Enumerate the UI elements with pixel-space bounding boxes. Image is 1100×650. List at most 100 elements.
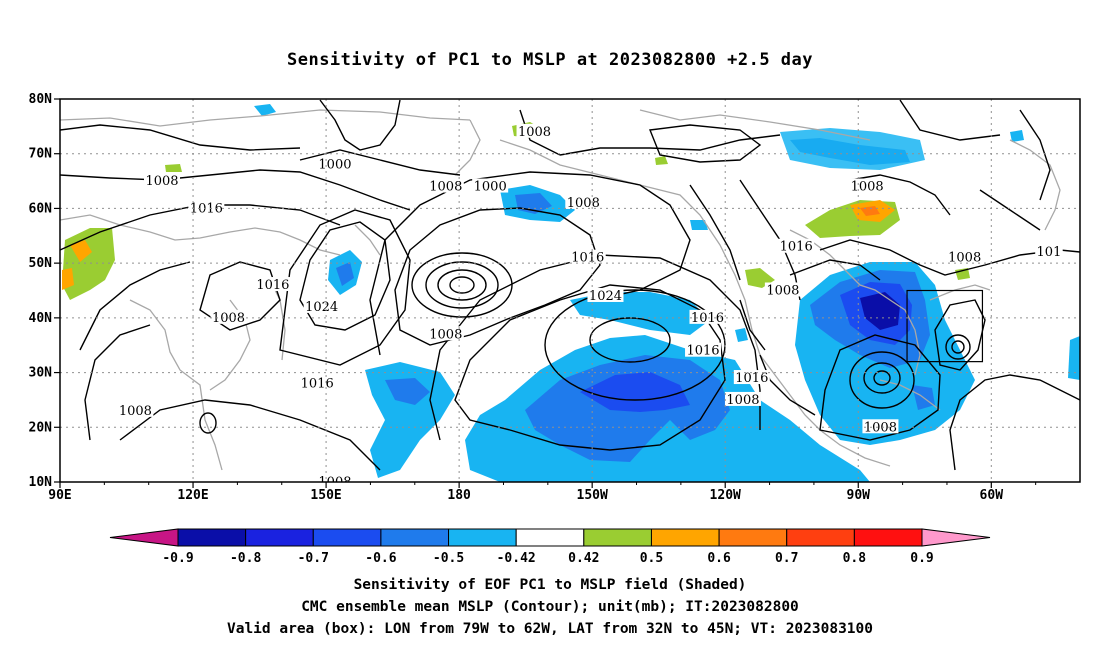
lat-tick-label: 40N [29, 311, 53, 326]
colorbar: -0.9 -0.8 -0.7 -0.6 -0.5 -0.42 0.42 0.5 0.6 0.7 0.… [109, 528, 991, 566]
lon-tick-label: 90E [48, 488, 71, 503]
contour-label-bg [587, 287, 624, 302]
contour-label-bg [144, 173, 180, 188]
contour-label-bg [565, 194, 602, 209]
contour-label: 1016 [301, 377, 334, 392]
colorbar-high-triangle [921, 528, 991, 547]
shade-arctic-light [780, 128, 925, 170]
lat-tick-label: 10N [29, 475, 53, 490]
shade-small-4 [735, 328, 748, 342]
colorbar-segment [786, 528, 855, 547]
contour-label: 1008 [429, 180, 462, 195]
contour-label: 1016 [256, 278, 289, 293]
contour-label-bg [254, 277, 291, 292]
lon-tick-label: 150E [310, 488, 341, 503]
chart-title: Sensitivity of PC1 to MSLP at 2023082800… [286, 50, 813, 70]
shade-pos-siberia [165, 164, 182, 172]
shade-atlantic-darkest [860, 292, 900, 330]
colorbar-segment [177, 528, 247, 547]
lat-tick-label: 60N [29, 201, 53, 216]
contour-label-bg [862, 419, 899, 434]
colorbar-label: -0.5 [433, 551, 464, 566]
contour-label-bg [210, 309, 247, 324]
contour-label-bg [188, 200, 225, 215]
contour-label: 1008 [518, 125, 551, 140]
shade-pacific-dark [580, 372, 690, 412]
colorbar-segment [718, 528, 788, 547]
lon-tick-label: 150W [577, 488, 608, 503]
colorbar-label: -0.7 [298, 551, 329, 566]
colorbar-segment [312, 528, 382, 547]
lat-tick-label: 30N [29, 366, 53, 381]
caption-line-2: CMC ensemble mean MSLP (Contour); unit(m… [301, 599, 799, 615]
contour-label-bg [299, 375, 336, 390]
shade-pos-asia [62, 228, 115, 300]
lat-tick-label: 20N [29, 420, 53, 435]
contour-label: 1016 [691, 311, 724, 326]
caption-line-3: Valid area (box): LON from 79W to 62W, L… [226, 621, 873, 637]
contour-label: 1008 [318, 475, 351, 490]
contour-label-bg [1035, 244, 1063, 259]
shade-small-3 [1068, 336, 1080, 380]
colorbar-label: 0.8 [843, 551, 867, 566]
contour-label: 1000 [318, 158, 351, 173]
contour-label: 1008 [429, 327, 462, 342]
contour-label: 1000 [474, 180, 507, 195]
contour-label: 1008 [864, 420, 897, 435]
colorbar-segment [515, 528, 585, 547]
contour-label: 1008 [766, 284, 799, 299]
lat-tick-label: 70N [29, 147, 53, 162]
contour-label-bg [733, 370, 770, 385]
colorbar-label: -0.6 [365, 551, 396, 566]
contour-label: 1008 [119, 404, 152, 419]
valid-area-box [906, 289, 984, 363]
colorbar-label: 0.42 [568, 551, 599, 566]
contour-label: 1016 [190, 201, 223, 216]
contour-label-bg [569, 249, 606, 264]
colorbar-low-triangle [109, 528, 179, 547]
contour-label-bg [764, 282, 801, 297]
contour-label: 1016 [780, 240, 813, 255]
shade-kamchatka-mid [336, 262, 354, 286]
lon-tick-label: 60W [980, 488, 1004, 503]
caption-line-1: Sensitivity of EOF PC1 to MSLP field (Sh… [353, 577, 747, 593]
shade-wpac-mid [385, 378, 430, 405]
contour-label-bg [427, 326, 464, 341]
shade-small-1 [254, 104, 276, 116]
colorbar-label: -0.8 [230, 551, 261, 566]
lat-tick-label: 50N [29, 256, 53, 271]
contour-label-bg [316, 474, 353, 482]
shade-pos-asia-orange [70, 240, 92, 262]
contour-label: 1008 [145, 174, 178, 189]
contour-label: 1016 [686, 344, 719, 359]
caption-block: Sensitivity of EOF PC1 to MSLP field (Sh… [0, 574, 1100, 640]
contour-label: 1016 [571, 251, 604, 266]
lon-tick-label: 120E [177, 488, 208, 503]
shade-pos-asia-orange2 [62, 268, 74, 290]
shade-small-2 [1010, 130, 1024, 142]
lon-tick-label: 120W [710, 488, 741, 503]
colorbar-segment [448, 528, 517, 547]
colorbar-label: -0.42 [497, 551, 536, 566]
colorbar-segment [583, 528, 652, 547]
contour-label: 1008 [567, 196, 600, 211]
contour-label-bg [472, 178, 509, 193]
contour-label-bg [946, 249, 983, 264]
contour-label-bg [117, 402, 154, 417]
contour-label-bg [303, 298, 340, 313]
contour-label: 1016 [735, 371, 768, 386]
longitude-axis: 90E 120E 150E 180 150W 120W 90W 60W [48, 482, 1037, 503]
gridlines [60, 99, 1080, 482]
latitude-axis: 80N 70N 60N 50N 40N 30N 20N 10N [29, 92, 60, 490]
contour-label: 1008 [851, 180, 884, 195]
contour-label-bg [689, 309, 726, 324]
contour-label-bg [685, 342, 722, 357]
colorbar-segment [245, 528, 314, 547]
colorbar-label: 0.9 [910, 551, 933, 566]
contour-label: 101 [1037, 245, 1062, 260]
colorbar-label: 0.5 [640, 551, 663, 566]
shade-pos-small [655, 156, 668, 165]
colorbar-label: 0.7 [775, 551, 798, 566]
map-frame [59, 98, 1081, 483]
